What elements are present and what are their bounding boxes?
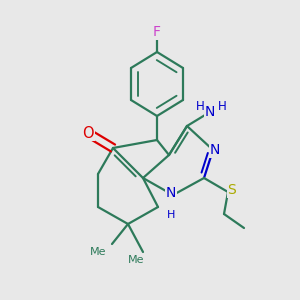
Text: N: N bbox=[205, 105, 215, 119]
Text: O: O bbox=[82, 125, 94, 140]
Text: H: H bbox=[196, 100, 204, 113]
Text: Me: Me bbox=[90, 247, 106, 257]
Text: S: S bbox=[228, 183, 236, 197]
Text: N: N bbox=[166, 186, 176, 200]
Text: Me: Me bbox=[128, 255, 144, 265]
Text: N: N bbox=[210, 143, 220, 157]
Text: H: H bbox=[218, 100, 226, 113]
Text: H: H bbox=[167, 210, 175, 220]
Text: F: F bbox=[153, 25, 161, 39]
